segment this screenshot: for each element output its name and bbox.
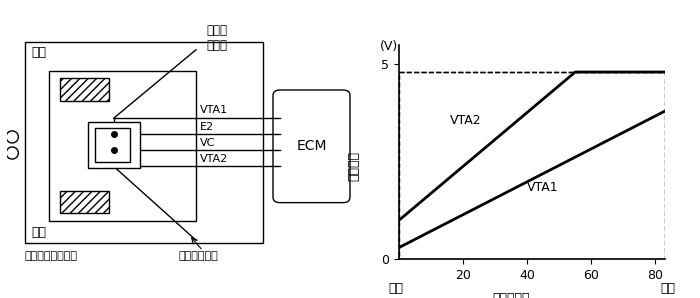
Text: 霍尔集: 霍尔集 bbox=[206, 24, 228, 38]
Bar bbox=[49, 71, 196, 221]
Text: 成电路: 成电路 bbox=[206, 39, 228, 52]
Text: 霍尔集成电路: 霍尔集成电路 bbox=[178, 251, 218, 261]
Bar bbox=[399, 72, 665, 259]
Bar bbox=[25, 42, 262, 243]
Text: VTA1: VTA1 bbox=[527, 181, 559, 194]
Text: VTA1: VTA1 bbox=[199, 105, 228, 115]
Text: VTA2: VTA2 bbox=[199, 154, 228, 164]
FancyBboxPatch shape bbox=[273, 90, 350, 203]
Text: 输出电压: 输出电压 bbox=[348, 150, 360, 181]
Text: 全开: 全开 bbox=[661, 282, 676, 295]
Bar bbox=[88, 122, 140, 168]
Text: VC: VC bbox=[199, 138, 215, 148]
Ellipse shape bbox=[6, 131, 18, 143]
Text: 全关: 全关 bbox=[389, 282, 403, 295]
Text: E2: E2 bbox=[199, 122, 213, 131]
Text: 磁轭: 磁轭 bbox=[32, 46, 46, 59]
Text: ECM: ECM bbox=[296, 139, 327, 153]
Bar bbox=[94, 128, 130, 162]
Text: 节气门开度: 节气门开度 bbox=[492, 292, 530, 298]
Text: VTA2: VTA2 bbox=[450, 114, 482, 127]
Bar bbox=[60, 190, 108, 213]
Text: 磁轭: 磁轭 bbox=[32, 226, 46, 239]
Text: (V): (V) bbox=[380, 40, 398, 53]
Text: 节气门位置传感器: 节气门位置传感器 bbox=[25, 251, 78, 261]
Bar bbox=[60, 78, 108, 101]
Ellipse shape bbox=[6, 147, 18, 159]
